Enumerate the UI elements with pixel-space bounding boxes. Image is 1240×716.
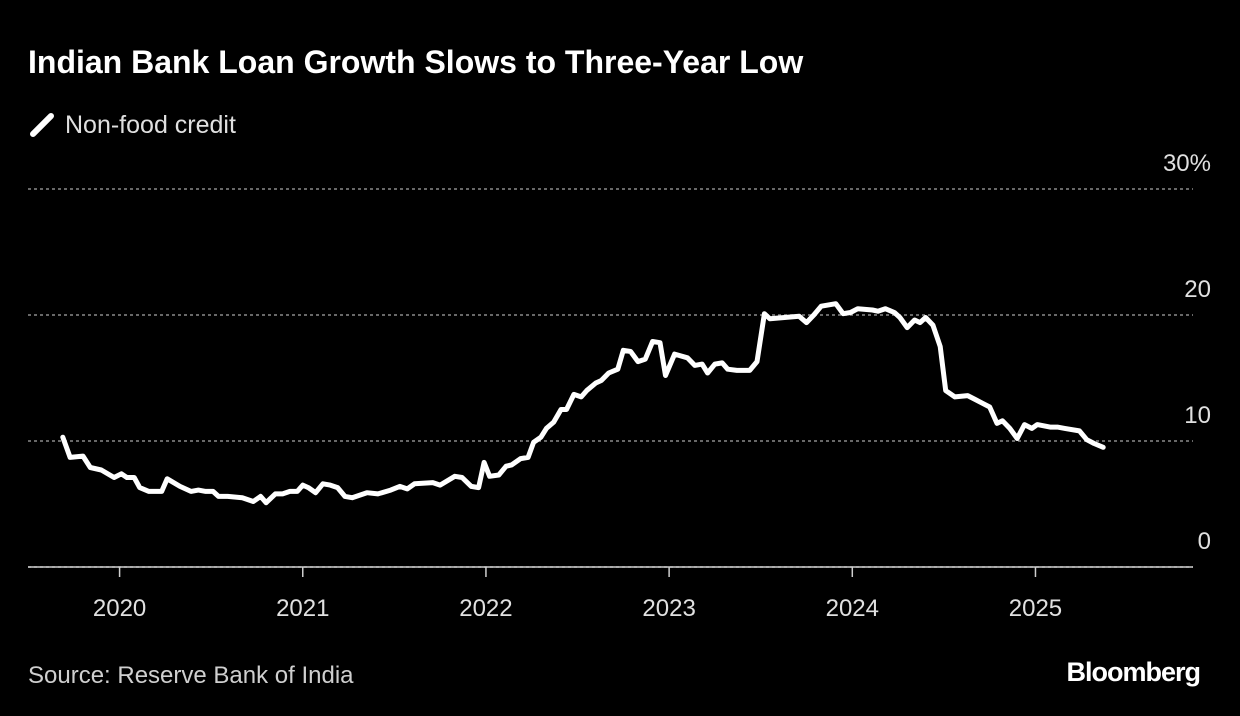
brand: Bloomberg <box>1066 657 1200 687</box>
legend-swatch <box>30 113 54 137</box>
x-tick-label: 2020 <box>93 595 146 622</box>
x-tick-label: 2025 <box>1009 595 1062 622</box>
y-tick-label: 10 <box>1184 402 1211 429</box>
legend-label: Non-food credit <box>65 111 236 139</box>
source: Source: Reserve Bank of India <box>28 662 354 689</box>
y-tick-label: 30% <box>1163 150 1211 177</box>
x-tick-label: 2021 <box>276 595 329 622</box>
x-tick-label: 2024 <box>826 595 879 622</box>
x-tick-label: 2022 <box>459 595 512 622</box>
y-tick-label: 20 <box>1184 276 1211 303</box>
chart-title: Indian Bank Loan Growth Slows to Three-Y… <box>28 44 803 80</box>
x-tick-label: 2023 <box>642 595 695 622</box>
line <box>60 301 1106 506</box>
y-tick-label: 0 <box>1198 528 1211 555</box>
